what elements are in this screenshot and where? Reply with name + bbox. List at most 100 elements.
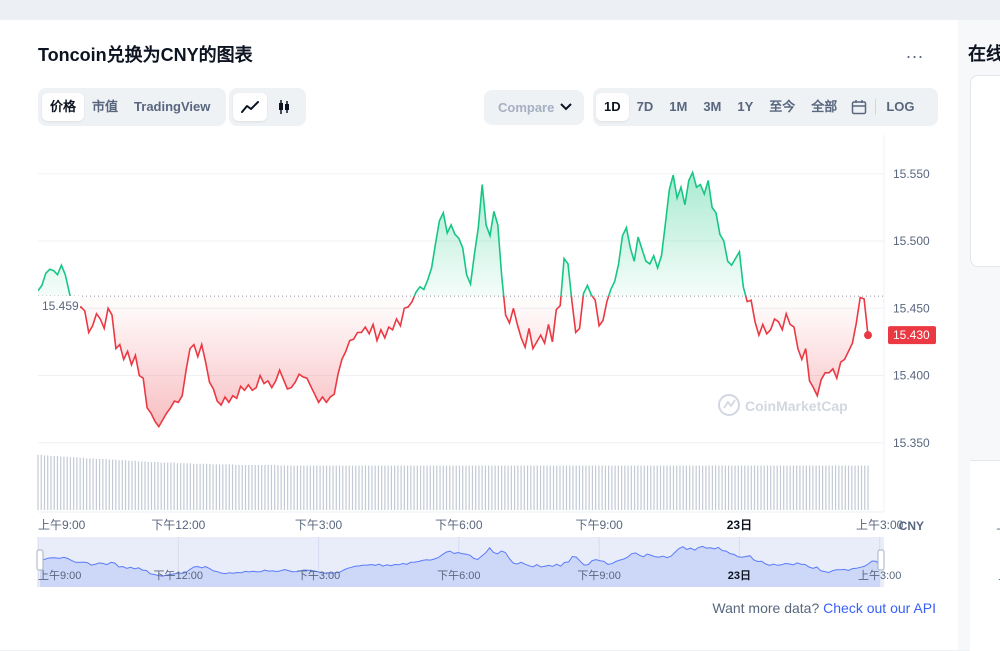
candlestick-button[interactable] bbox=[267, 93, 301, 121]
x-tick-label: 上午9:00 bbox=[38, 518, 86, 532]
volume-bar bbox=[167, 462, 169, 510]
volume-bar bbox=[390, 465, 392, 510]
volume-bar bbox=[445, 465, 448, 510]
volume-bar bbox=[196, 463, 198, 510]
calendar-button[interactable] bbox=[845, 93, 873, 121]
volume-bar bbox=[290, 465, 292, 510]
api-promo: Want more data? Check out our API bbox=[712, 600, 936, 616]
volume-bar bbox=[676, 465, 678, 510]
volume-bar bbox=[591, 465, 594, 510]
volume-bar bbox=[737, 465, 739, 510]
range-1m[interactable]: 1M bbox=[669, 99, 688, 114]
api-link[interactable]: Check out our API bbox=[823, 600, 936, 616]
volume-bar bbox=[111, 459, 114, 510]
volume-bar bbox=[338, 465, 341, 510]
volume-bar bbox=[442, 465, 444, 510]
volume-bar bbox=[358, 465, 360, 510]
volume-bar bbox=[163, 462, 166, 510]
price-line-up bbox=[38, 170, 747, 297]
volume-bar bbox=[261, 465, 263, 510]
volume-bar bbox=[397, 465, 399, 510]
range-1d[interactable]: 1D bbox=[596, 93, 629, 121]
volume-bar bbox=[374, 465, 376, 510]
volume-bar bbox=[822, 465, 824, 510]
volume-bar bbox=[799, 465, 801, 510]
range-7d[interactable]: 7D bbox=[636, 99, 654, 114]
volume-bar bbox=[176, 463, 179, 510]
volume-bar bbox=[689, 465, 691, 510]
volume-bar bbox=[569, 465, 571, 510]
volume-bar bbox=[355, 465, 357, 510]
navigator-tick-label: 下午9:00 bbox=[577, 569, 620, 582]
volume-bar bbox=[812, 465, 814, 510]
page-title: Toncoin兑换为CNY的图表 bbox=[38, 45, 253, 65]
volume-bar bbox=[209, 463, 211, 510]
volume-bar bbox=[750, 465, 752, 510]
volume-bar bbox=[740, 465, 743, 510]
volume-bar bbox=[507, 465, 509, 510]
navigator-right-handle[interactable] bbox=[877, 549, 885, 571]
calendar-icon bbox=[852, 100, 867, 115]
volume-bar bbox=[377, 465, 380, 510]
volume-bar bbox=[523, 465, 525, 510]
volume-bar bbox=[40, 454, 42, 510]
volume-bar bbox=[43, 455, 46, 510]
volume-bar bbox=[685, 465, 688, 510]
x-tick-label: 上午6:00 bbox=[996, 518, 1000, 532]
volume-bar bbox=[348, 465, 350, 510]
volume-bar bbox=[753, 465, 756, 510]
volume-bar bbox=[303, 465, 305, 510]
tab-tradingview[interactable]: TradingView bbox=[134, 99, 211, 114]
volume-bar bbox=[37, 454, 39, 510]
navigator-tick-label: 下午6:00 bbox=[437, 569, 480, 582]
volume-bar bbox=[465, 465, 467, 510]
volume-bar bbox=[277, 465, 279, 510]
range-3m[interactable]: 3M bbox=[703, 99, 722, 114]
range-all[interactable]: 全部 bbox=[811, 99, 838, 114]
volume-bar bbox=[582, 465, 584, 510]
more-options-button[interactable]: ... bbox=[906, 42, 925, 62]
line-chart-button[interactable] bbox=[233, 93, 267, 121]
volume-bar bbox=[312, 465, 315, 510]
volume-bar bbox=[205, 463, 208, 510]
volume-bar bbox=[225, 464, 227, 510]
tab-price[interactable]: 价格 bbox=[42, 93, 85, 121]
tab-market-cap[interactable]: 市值 bbox=[92, 99, 119, 114]
log-scale-toggle[interactable]: LOG bbox=[886, 99, 915, 114]
volume-bar bbox=[160, 462, 162, 510]
volume-bar bbox=[137, 461, 140, 510]
volume-bar bbox=[617, 465, 619, 510]
volume-bar bbox=[757, 465, 759, 510]
volume-bar bbox=[718, 465, 720, 510]
compare-dropdown[interactable]: Compare bbox=[484, 90, 584, 125]
range-ytd[interactable]: 至今 bbox=[769, 99, 796, 114]
volume-bar bbox=[517, 465, 519, 510]
volume-bar bbox=[270, 465, 273, 510]
volume-bar bbox=[715, 465, 717, 510]
area-above-baseline bbox=[38, 172, 746, 297]
volume-bar bbox=[770, 465, 772, 510]
volume-bar bbox=[802, 465, 804, 510]
volume-bar bbox=[115, 459, 117, 510]
volume-bar bbox=[844, 465, 846, 510]
price-line-down bbox=[69, 296, 869, 429]
volume-bar bbox=[108, 459, 110, 510]
volume-bar bbox=[650, 465, 652, 510]
x-tick-label: 上午3:00 bbox=[856, 518, 904, 532]
volume-bar bbox=[831, 465, 833, 510]
volume-bar bbox=[611, 465, 613, 510]
volume-bar bbox=[536, 465, 538, 510]
volume-bar bbox=[118, 460, 120, 510]
volume-bar bbox=[257, 465, 260, 510]
volume-bar bbox=[834, 465, 837, 510]
range-navigator[interactable]: 上午9:00 下午12:00 下午3:00 下午6:00 下午9:00 23日 上午3:00… bbox=[36, 537, 1000, 587]
volume-bar bbox=[394, 465, 396, 510]
range-1y[interactable]: 1Y bbox=[737, 99, 754, 114]
volume-bar bbox=[598, 465, 600, 510]
volume-bar bbox=[497, 465, 499, 510]
current-price-tag bbox=[888, 326, 936, 345]
navigator-left-handle[interactable] bbox=[36, 549, 44, 571]
volume-bar bbox=[238, 465, 240, 510]
volume-bar bbox=[549, 465, 551, 510]
current-price-dot[interactable] bbox=[864, 331, 872, 340]
